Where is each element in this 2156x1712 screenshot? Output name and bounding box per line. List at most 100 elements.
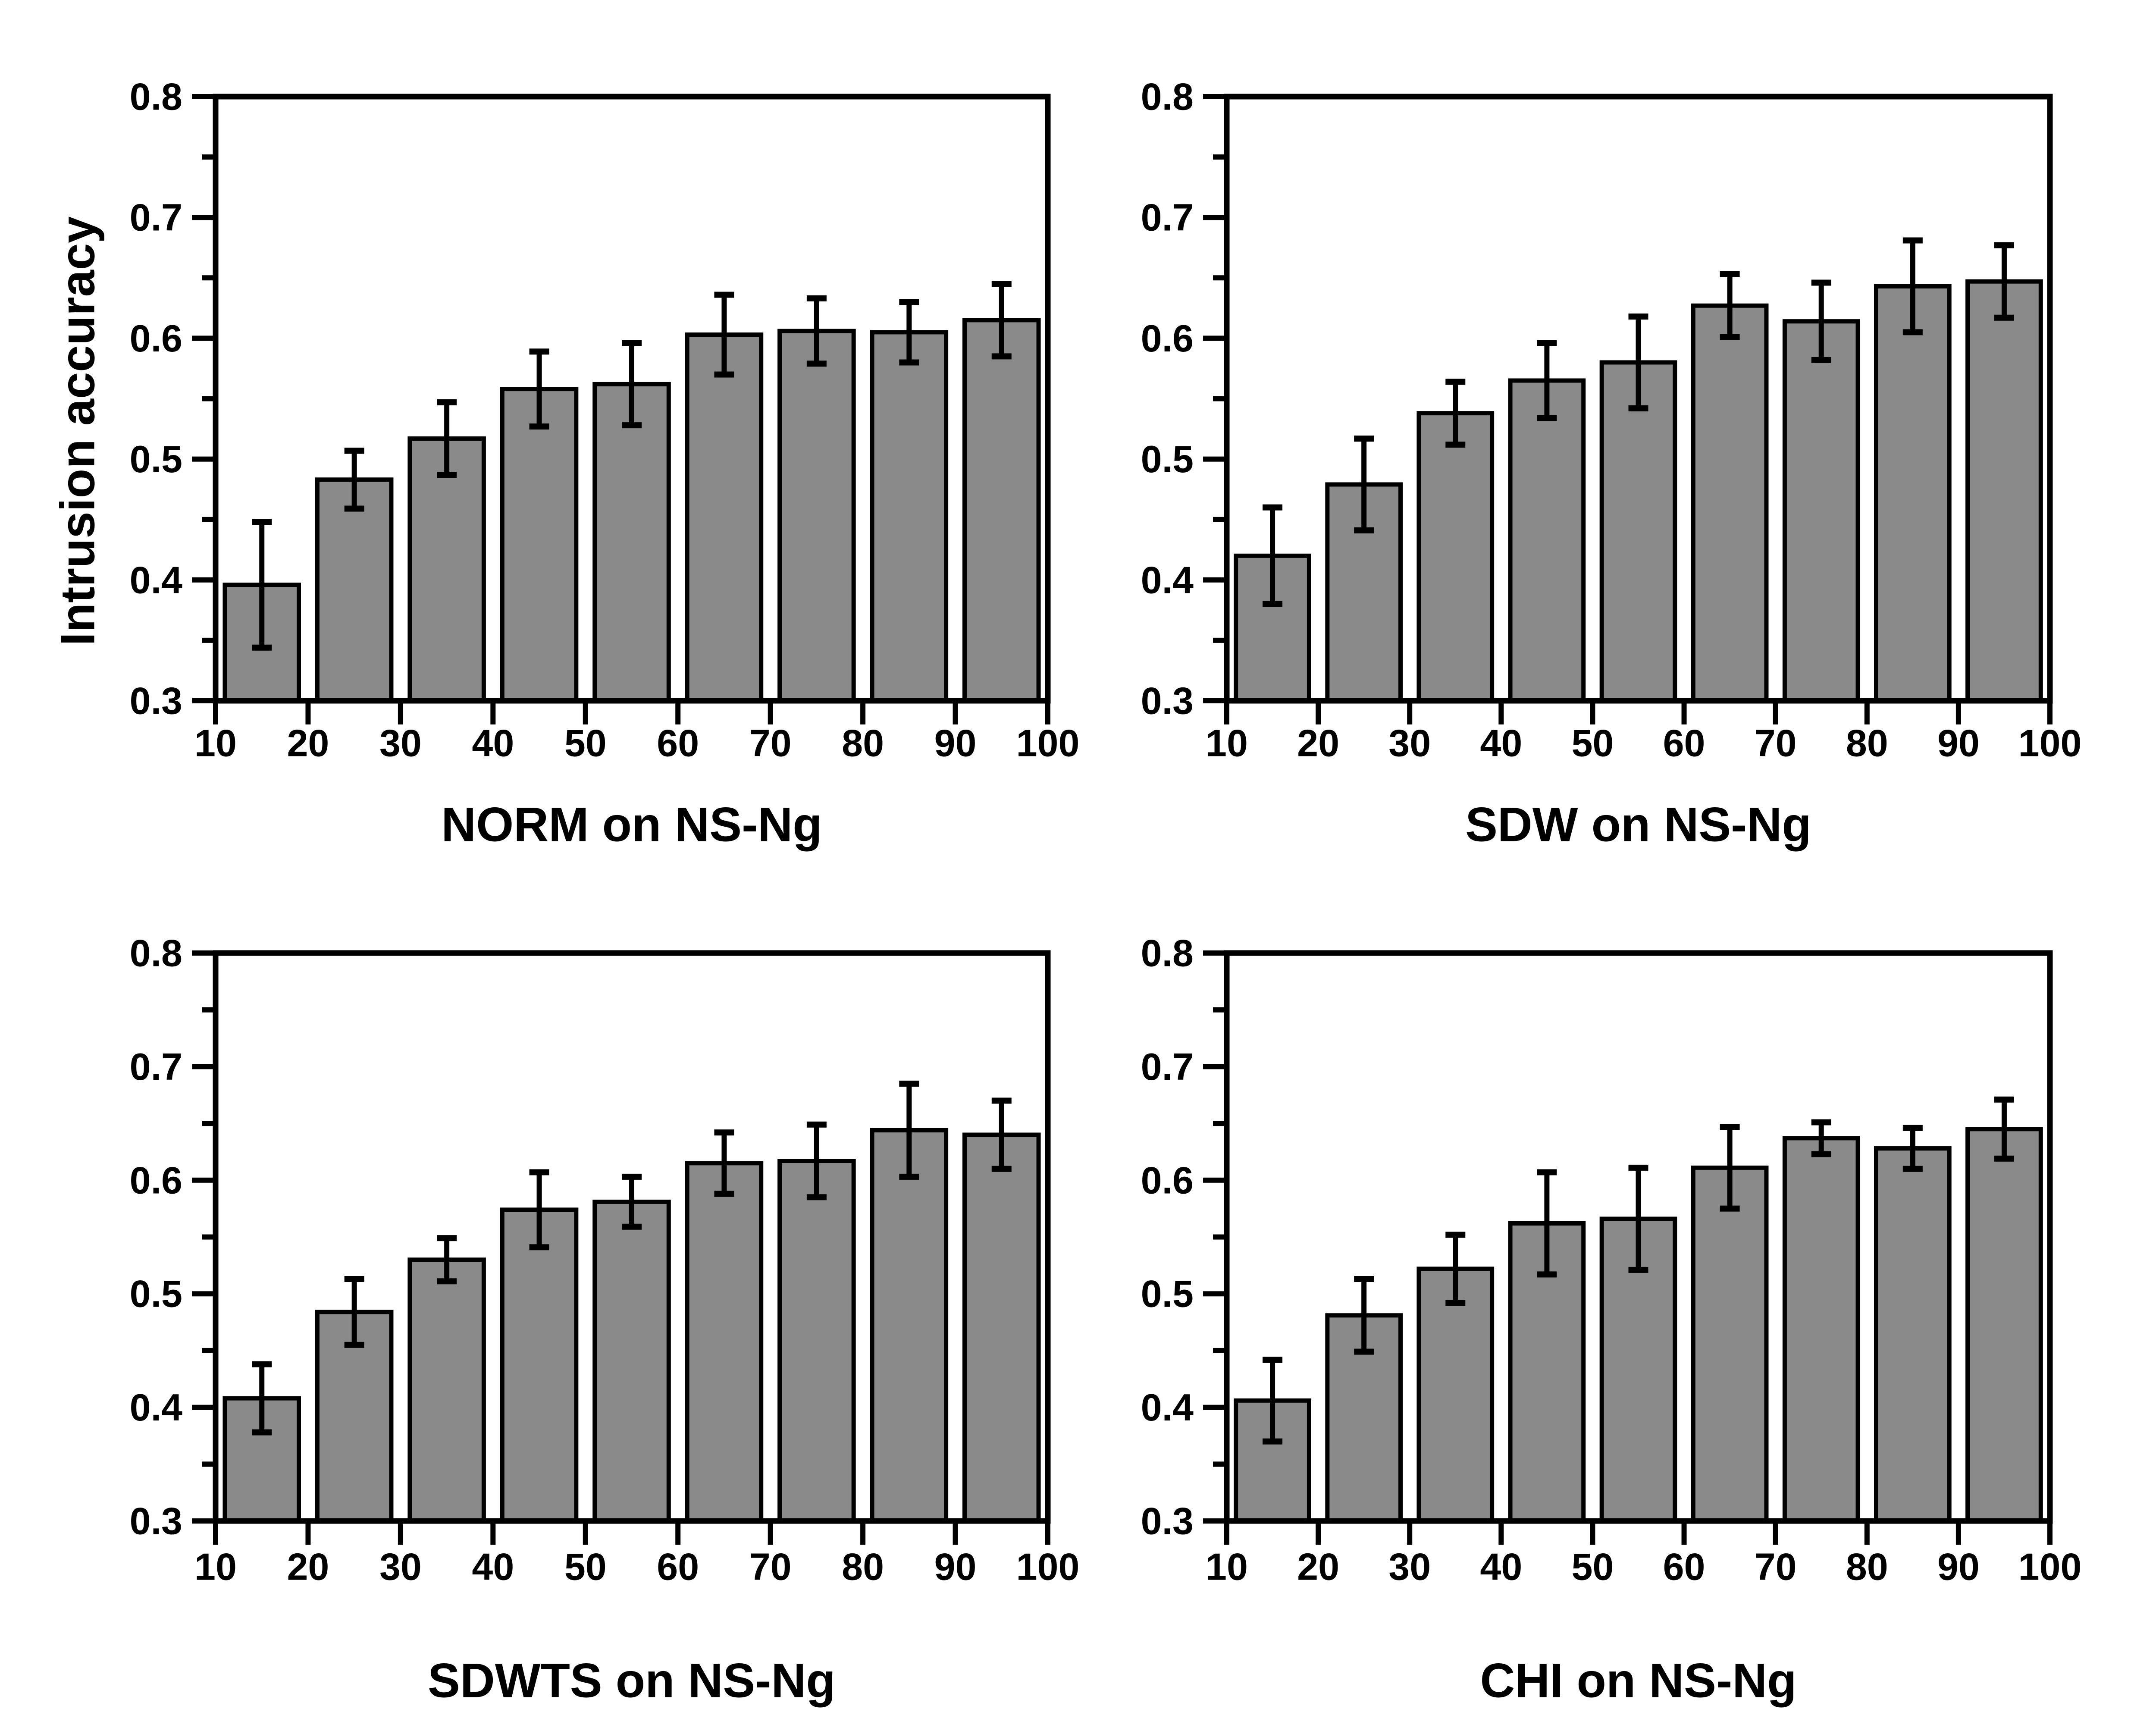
- x-tick-label: 40: [1480, 1546, 1522, 1588]
- x-tick-label: 20: [1297, 722, 1339, 765]
- x-tick-label: 80: [1846, 1546, 1888, 1588]
- x-tick-label: 30: [379, 1546, 422, 1588]
- x-tick-label: 100: [2018, 722, 2082, 765]
- bar-norm-x25: [315, 477, 394, 703]
- x-tick-label: 90: [1937, 722, 1980, 765]
- x-tick-label: 100: [2018, 1546, 2082, 1588]
- x-tick-label: 50: [1571, 1546, 1614, 1588]
- plot-frame: [1224, 94, 2053, 704]
- panel-norm-chart: 0.3 0.4 0.5 0.6 0.7 0.8 10 20 30 40 50 60 70 80 90 100 N…: [0, 0, 1111, 856]
- x-tick-label: 90: [934, 1546, 977, 1588]
- bar-norm-x45: [500, 387, 579, 703]
- y-tick-label: 0.5: [130, 438, 182, 480]
- bar-sdwts-x75: [777, 1159, 856, 1523]
- bars-group: [222, 1128, 1041, 1523]
- y-tick-label: 0.5: [130, 1273, 182, 1315]
- y-tick-label: 0.4: [1141, 558, 1194, 601]
- x-tick-label: 90: [934, 722, 977, 765]
- x-tick-label: 60: [657, 1546, 699, 1588]
- bar-sdwts-x55: [592, 1199, 671, 1523]
- x-tick-label: 100: [1016, 722, 1080, 765]
- x-tick-label: 80: [1846, 722, 1888, 765]
- y-tick-label: 0.6: [1141, 317, 1194, 360]
- x-tick-label: 70: [1755, 1546, 1797, 1588]
- bar-sdw-x35: [1416, 411, 1495, 703]
- bar-chi-x35: [1416, 1267, 1495, 1523]
- bar-chi-x65: [1691, 1165, 1769, 1523]
- y-tick-label: 0.7: [1141, 1045, 1194, 1088]
- bar-norm-x85: [870, 330, 949, 703]
- x-axis-title: SDW on NS-Ng: [1465, 798, 1811, 852]
- y-tick-label: 0.7: [130, 1045, 182, 1088]
- x-tick-label: 20: [287, 722, 329, 765]
- x-tick-label: 40: [472, 722, 514, 765]
- y-tick-label: 0.6: [130, 317, 182, 360]
- x-axis-title: SDWTS on NS-Ng: [428, 1654, 836, 1708]
- y-tick-label: 0.4: [1141, 1386, 1194, 1429]
- y-axis-title: Intrusion accuracy: [51, 216, 105, 646]
- y-tick-label: 0.8: [130, 75, 182, 118]
- y-tick-label: 0.3: [1141, 680, 1194, 722]
- y-tick-label: 0.8: [130, 932, 182, 975]
- x-tick-label: 90: [1937, 1546, 1980, 1588]
- error-bars-group: [1263, 1096, 2014, 1445]
- y-tick-label: 0.6: [1141, 1159, 1194, 1201]
- bar-sdw-x45: [1508, 378, 1586, 703]
- x-tick-label: 30: [1388, 722, 1431, 765]
- panel-chi-chart: 0.3 0.4 0.5 0.6 0.7 0.8 10 20 30 40 50 60 70 80 90 100 C…: [1112, 856, 2156, 1712]
- bar-sdw-x55: [1599, 360, 1677, 703]
- error-bars-group: [1263, 237, 2014, 607]
- chart-svg-norm: 0.3 0.4 0.5 0.6 0.7 0.8 10 20 30 40 50 60 70 80 90 100 N…: [51, 75, 1080, 852]
- bar-sdw-x85: [1874, 284, 1952, 703]
- x-tick-label: 80: [842, 722, 884, 765]
- x-tick-label: 70: [749, 722, 792, 765]
- x-tick-label: 50: [564, 1546, 607, 1588]
- bar-norm-x65: [685, 332, 764, 703]
- bar-sdw-x75: [1782, 319, 1860, 703]
- y-tick-label: 0.3: [130, 680, 182, 722]
- x-tick-label: 70: [1755, 722, 1797, 765]
- x-tick-label: 20: [1297, 1546, 1339, 1588]
- bar-sdwts-x35: [407, 1257, 486, 1523]
- x-tick-label: 60: [1663, 722, 1705, 765]
- chart-svg-sdw: 0.3 0.4 0.5 0.6 0.7 0.8 10 20 30 40 50 60 70 80 90 100 S…: [1141, 75, 2082, 852]
- x-tick-label: 50: [1571, 722, 1614, 765]
- x-tick-label: 100: [1016, 1546, 1080, 1588]
- x-axis-title: CHI on NS-Ng: [1480, 1654, 1796, 1708]
- y-tick-label: 0.5: [1141, 1273, 1194, 1315]
- panel-sdw-chart: 0.3 0.4 0.5 0.6 0.7 0.8 10 20 30 40 50 60 70 80 90 100 S…: [1112, 0, 2156, 856]
- bar-sdwts-x95: [962, 1132, 1041, 1523]
- chart-svg-chi: 0.3 0.4 0.5 0.6 0.7 0.8 10 20 30 40 50 60 70 80 90 100 C…: [1141, 932, 2082, 1708]
- x-tick-label: 70: [749, 1546, 792, 1588]
- y-tick-label: 0.4: [130, 558, 182, 601]
- y-tick-label: 0.3: [130, 1500, 182, 1543]
- bar-chi-x95: [1965, 1127, 2043, 1523]
- x-tick-label: 10: [194, 1546, 237, 1588]
- bar-chi-x85: [1874, 1146, 1952, 1523]
- bar-sdw-x65: [1691, 303, 1769, 703]
- y-tick-label: 0.5: [1141, 438, 1194, 480]
- x-axis-title: NORM on NS-Ng: [441, 798, 822, 852]
- axis-ticks-group: [192, 950, 1050, 1545]
- y-tick-label: 0.7: [130, 196, 182, 239]
- y-tick-label: 0.7: [1141, 196, 1194, 239]
- x-tick-label: 10: [1206, 722, 1248, 765]
- y-tick-label: 0.3: [1141, 1500, 1194, 1543]
- y-tick-label: 0.8: [1141, 932, 1194, 975]
- y-tick-label: 0.8: [1141, 75, 1194, 118]
- x-tick-label: 30: [1388, 1546, 1431, 1588]
- x-tick-label: 60: [657, 722, 699, 765]
- plot-frame: [213, 94, 1051, 704]
- x-tick-label: 10: [194, 722, 237, 765]
- x-tick-label: 30: [379, 722, 422, 765]
- y-tick-label: 0.6: [130, 1159, 182, 1201]
- bar-chi-x75: [1782, 1136, 1860, 1523]
- panel-sdwts-chart: 0.3 0.4 0.5 0.6 0.7 0.8 10 20 30 40 50 60 70 80 90 100 S…: [0, 856, 1111, 1712]
- x-tick-label: 50: [564, 722, 607, 765]
- axis-labels-group: 0.3 0.4 0.5 0.6 0.7 0.8 10 20 30 40 50 60 70 80 90 100: [1141, 75, 2082, 765]
- plot-frame: [213, 950, 1051, 1524]
- plot-frame: [1224, 950, 2053, 1524]
- y-tick-label: 0.4: [130, 1386, 182, 1429]
- x-tick-label: 20: [287, 1546, 329, 1588]
